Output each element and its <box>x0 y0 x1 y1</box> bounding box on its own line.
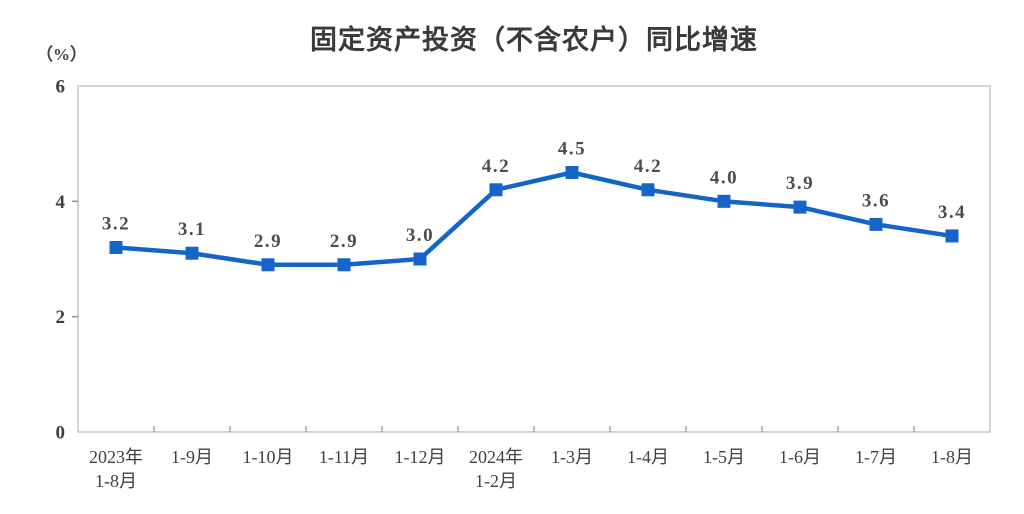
data-point-marker <box>109 240 123 254</box>
data-point-label: 3.9 <box>786 173 814 194</box>
x-tick-label: 1-3月 <box>551 447 593 467</box>
data-point-label: 3.6 <box>862 190 890 211</box>
data-point-label: 3.1 <box>178 219 206 240</box>
data-point-marker <box>793 200 807 214</box>
data-point-label: 4.0 <box>710 167 738 188</box>
x-tick-label: 1-5月 <box>703 447 745 467</box>
data-point-marker <box>489 183 503 197</box>
data-point-label: 4.2 <box>634 156 662 177</box>
y-tick-label: 2 <box>56 307 66 328</box>
x-tick-label: 1-4月 <box>627 447 669 467</box>
x-tick-label: 2024年 <box>469 447 523 467</box>
data-point-marker <box>869 217 883 231</box>
x-tick-label: 2023年 <box>89 447 143 467</box>
data-point-label: 3.4 <box>938 202 966 223</box>
x-tick-label: 1-2月 <box>475 471 517 491</box>
x-tick-label: 1-6月 <box>779 447 821 467</box>
data-point-label: 2.9 <box>254 231 282 252</box>
y-tick-label: 0 <box>56 423 66 444</box>
y-axis-unit-label: （%） <box>36 45 87 64</box>
data-point-marker <box>565 166 579 179</box>
x-tick-label: 1-10月 <box>243 447 294 467</box>
data-point-marker <box>261 258 275 272</box>
plot-area-border <box>77 85 991 433</box>
data-point-marker <box>945 229 959 243</box>
y-tick-label: 4 <box>56 192 66 213</box>
chart-title: 固定资产投资（不含农户）同比增速 <box>310 25 758 55</box>
data-point-marker <box>641 183 655 197</box>
x-tick-label: 1-12月 <box>395 447 446 467</box>
data-point-label: 2.9 <box>330 231 358 252</box>
y-tick-label: 6 <box>56 77 66 98</box>
data-line <box>113 170 955 268</box>
x-tick-label: 1-11月 <box>319 447 369 467</box>
data-point-marker <box>185 246 199 260</box>
data-point-label: 3.0 <box>406 225 434 246</box>
data-point-marker <box>413 252 427 266</box>
x-tick-label: 1-9月 <box>171 447 213 467</box>
data-point-label: 4.2 <box>482 156 510 177</box>
x-tick-label: 1-8月 <box>931 447 973 467</box>
data-point-marker <box>717 194 731 208</box>
data-point-label: 4.5 <box>558 139 586 160</box>
data-point-marker <box>337 258 351 272</box>
x-tick-label: 1-7月 <box>855 447 897 467</box>
data-point-label: 3.2 <box>102 213 130 234</box>
x-tick-label: 1-8月 <box>95 471 137 491</box>
